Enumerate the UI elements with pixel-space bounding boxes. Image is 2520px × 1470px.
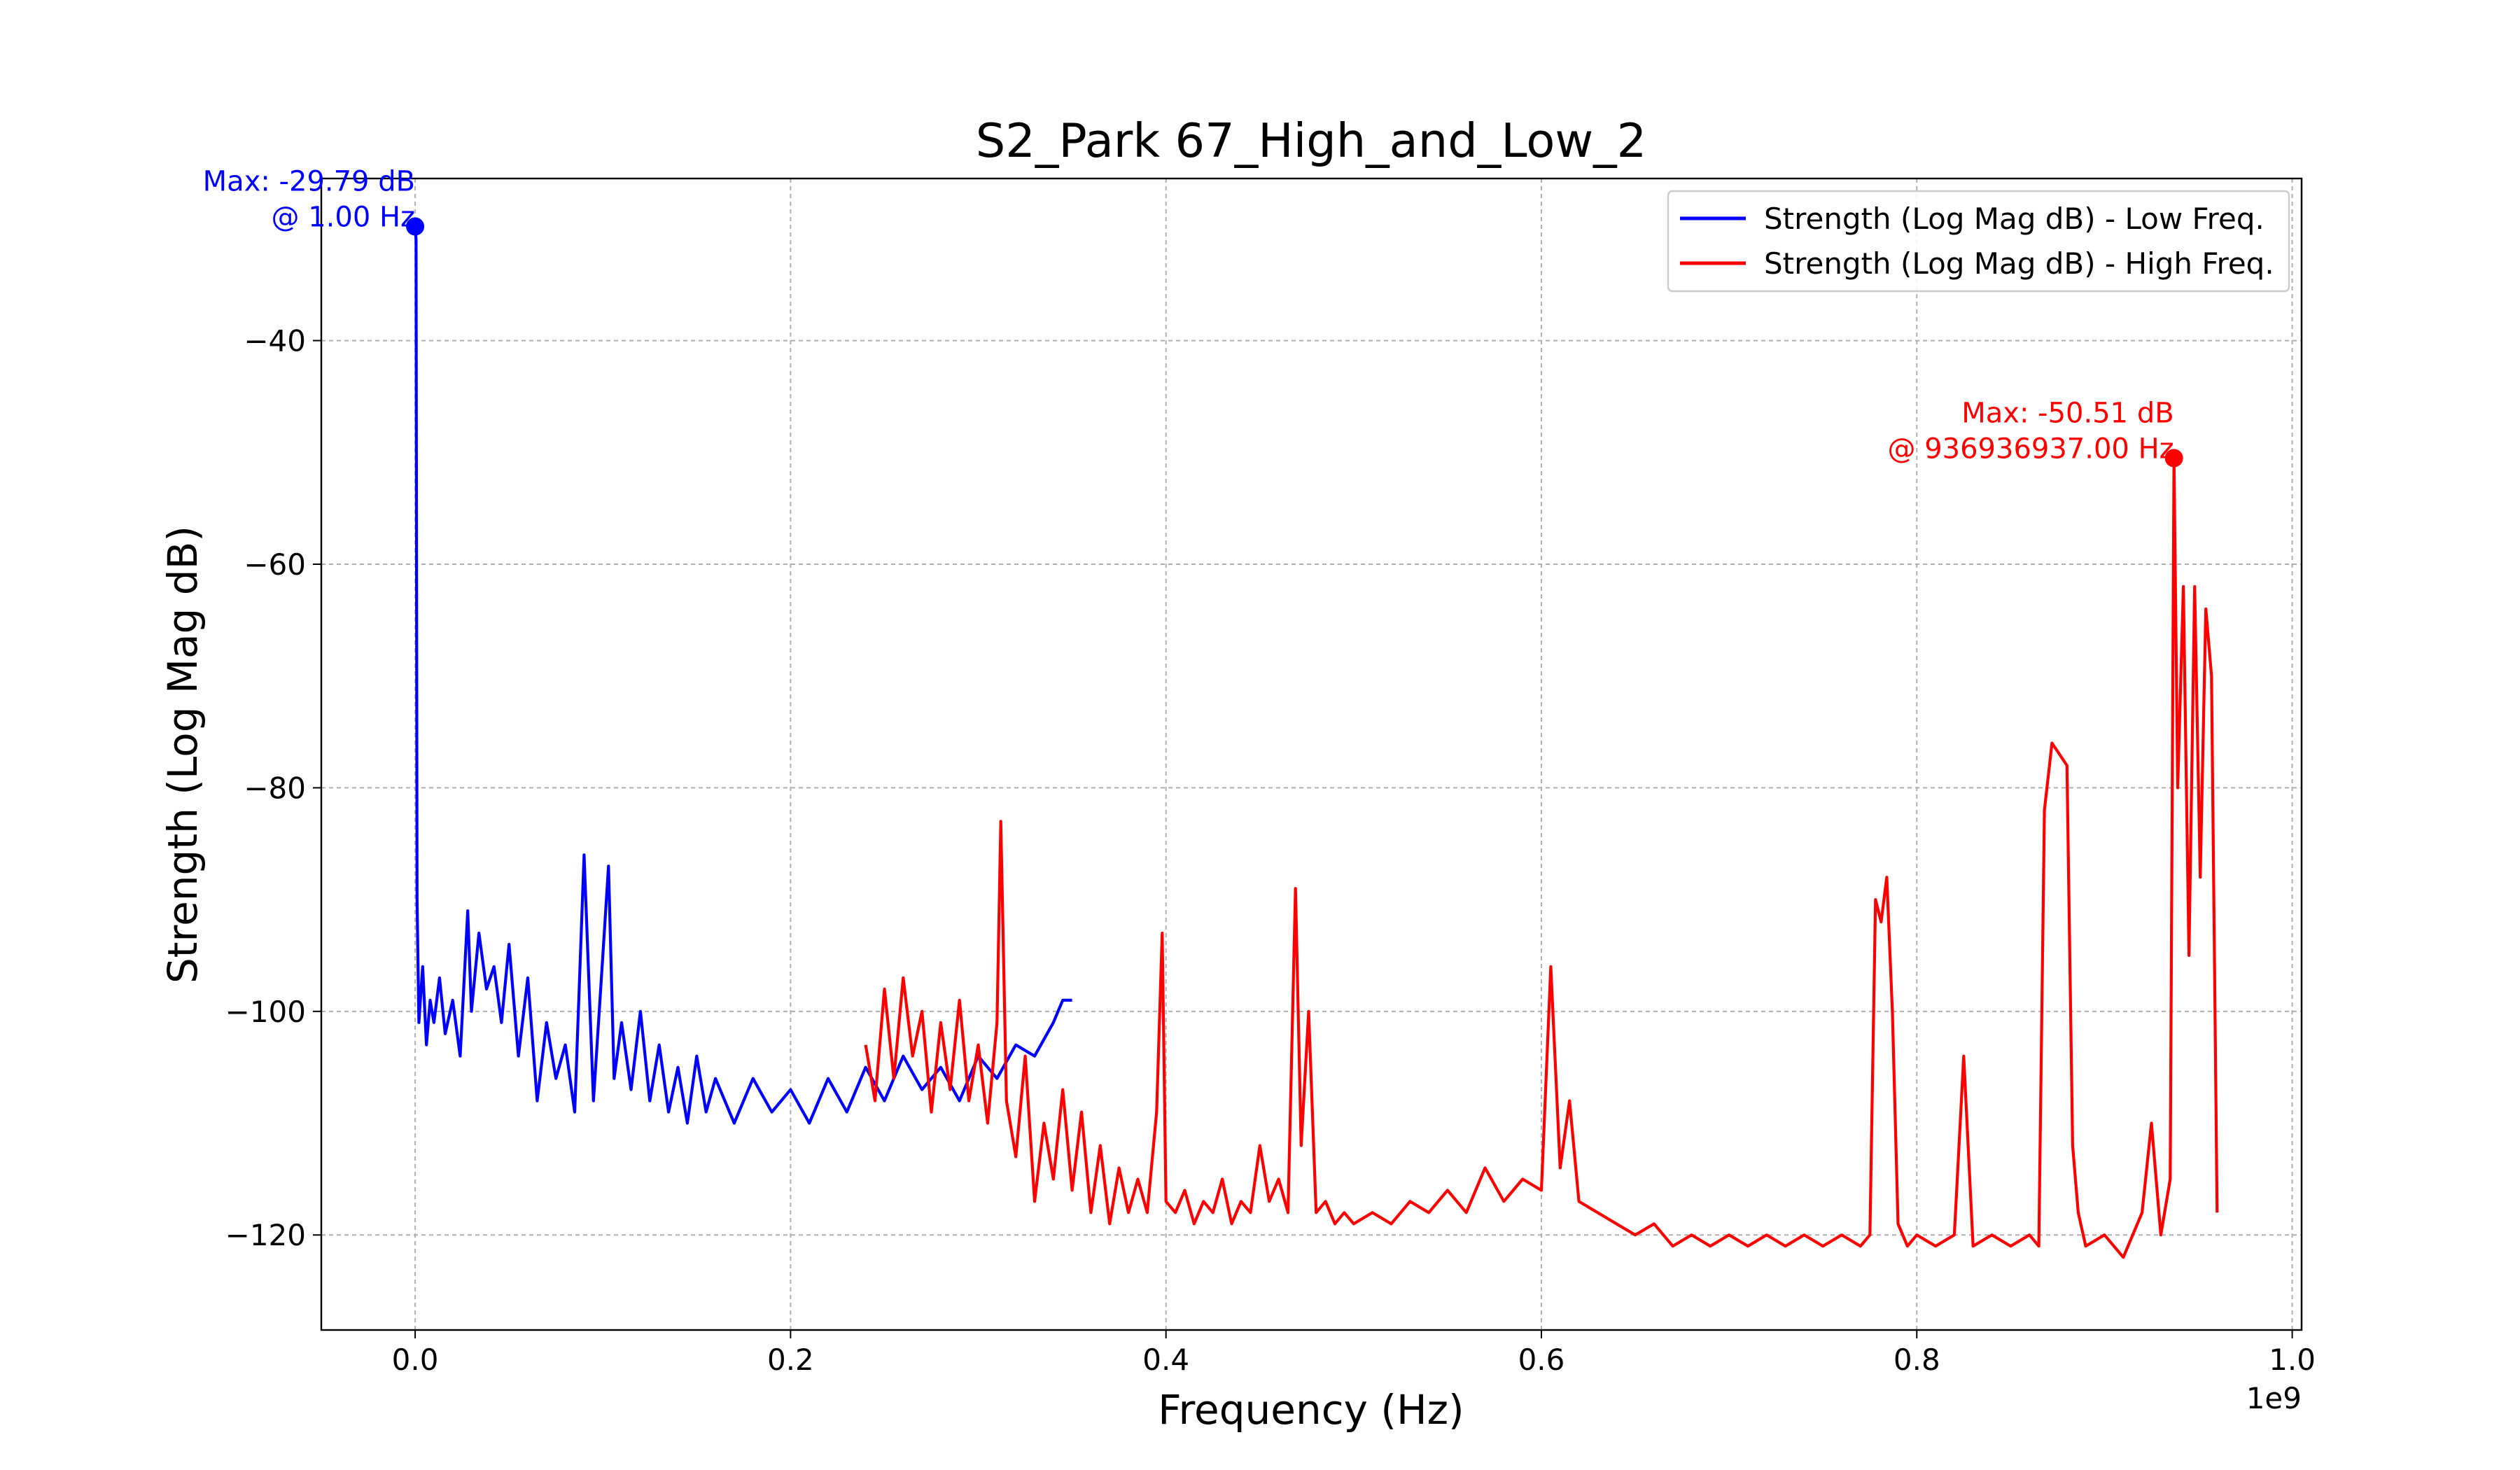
max-annotations: Max: -29.79 dB @ 1.00 Hz Max: -50.51 dB @ 9…: [203, 166, 2183, 468]
legend-label-low-freq: Strength (Log Mag dB) - Low Freq.: [1764, 202, 2264, 236]
max-annotation-line1: Max: -50.51 dB: [1961, 397, 2174, 429]
y-tick-label: −120: [225, 1218, 306, 1252]
max-annotation-line1: Max: -29.79 dB: [203, 166, 415, 198]
plot-lines: [414, 226, 2219, 1259]
max-annotation-line2: @ 1.00 Hz: [271, 202, 415, 234]
max-marker-0: [406, 217, 425, 236]
x-tick-label: 0.6: [1518, 1343, 1565, 1377]
x-tick-label: 1.0: [2269, 1343, 2316, 1377]
y-tick-label: −80: [244, 771, 306, 805]
legend: Strength (Log Mag dB) - Low Freq. Streng…: [1667, 190, 2290, 293]
y-tick-label: −100: [225, 995, 306, 1029]
y-tick-label: −60: [244, 547, 306, 582]
max-marker-1: [2164, 449, 2183, 468]
axes-frame: [320, 177, 2303, 1331]
x-tick-label: 0.2: [767, 1343, 814, 1377]
x-tick-label: 0.8: [1893, 1343, 1940, 1377]
axis-ticks: 0.0 0.2 0.4 0.6 0.8 1.0 −40 −60 −80 −100 −120: [225, 324, 2316, 1377]
x-axis-offset-label: 1e9: [2246, 1381, 2302, 1415]
series-line-low-freq: [414, 226, 1072, 1125]
x-axis-label: Frequency (Hz): [1158, 1386, 1464, 1434]
chart-title: S2_Park 67_High_and_Low_2: [976, 113, 1647, 168]
legend-label-high-freq: Strength (Log Mag dB) - High Freq.: [1764, 246, 2274, 281]
y-axis-label: Strength (Log Mag dB): [159, 526, 206, 983]
x-tick-label: 0.4: [1142, 1343, 1189, 1377]
series-line-high-freq: [864, 456, 2219, 1259]
y-tick-label: −40: [244, 324, 306, 358]
max-annotation-line2: @ 936936937.00 Hz: [1887, 433, 2174, 465]
x-tick-label: 0.0: [392, 1343, 439, 1377]
legend-box: [1667, 190, 2290, 293]
